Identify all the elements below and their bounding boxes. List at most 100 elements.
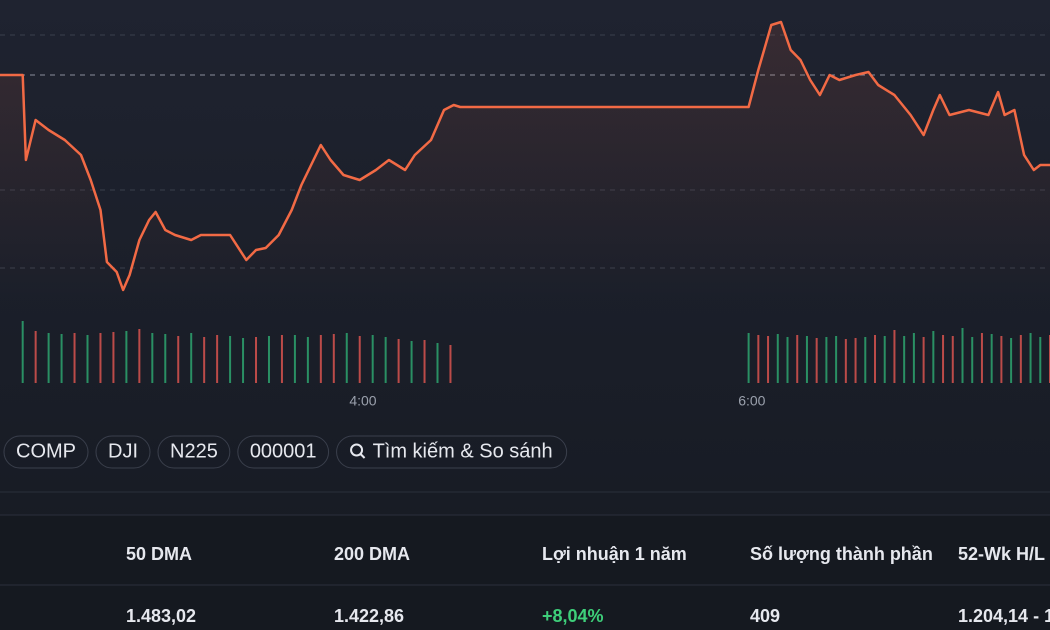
- volume-bar: [961, 328, 964, 383]
- volume-bar: [1000, 336, 1003, 383]
- search-icon[interactable]: [350, 443, 364, 457]
- x-tick-label: 6:00: [738, 393, 765, 409]
- volume-bar: [942, 335, 945, 383]
- volume-bar: [805, 336, 808, 383]
- column-header: Lợi nhuận 1 năm: [542, 544, 687, 564]
- volume-bar: [971, 337, 974, 383]
- volume-bar: [319, 335, 322, 383]
- volume-bar: [776, 334, 779, 383]
- volume-bar: [397, 339, 400, 383]
- tab-pill[interactable]: [3, 435, 89, 469]
- tab[interactable]: Tìm kiếm & So sánh: [336, 435, 568, 469]
- volume-bar: [1029, 333, 1032, 383]
- tab-label[interactable]: Tìm kiếm & So sánh: [373, 440, 553, 462]
- area: [0, 22, 1050, 300]
- volume-bar: [99, 333, 102, 383]
- volume-bar: [854, 338, 857, 383]
- volume-bar: [423, 340, 426, 383]
- volume-bar: [371, 335, 374, 383]
- chart: 4:00 6:00: [0, 20, 1050, 409]
- volume-bar: [436, 343, 439, 383]
- volume-bar: [190, 333, 193, 383]
- volume-bar: [1039, 337, 1042, 383]
- volume-bar: [874, 335, 876, 383]
- volume-bar: [34, 331, 37, 383]
- volume-bar: [747, 333, 750, 383]
- volume-bar: [138, 329, 141, 383]
- tab-pill[interactable]: [237, 435, 330, 469]
- tab-pill[interactable]: [157, 435, 231, 469]
- volume-bar: [125, 331, 128, 383]
- volume-bar: [358, 336, 361, 383]
- volume-bar: [951, 336, 954, 383]
- volume-bar: [306, 337, 309, 383]
- volume-bar: [21, 321, 24, 383]
- volume-bar: [893, 330, 896, 383]
- volume-bar: [932, 331, 935, 383]
- x-tick-label: 4:00: [349, 393, 376, 409]
- volume-bar: [864, 337, 867, 383]
- volume-bar: [796, 335, 799, 383]
- tab[interactable]: DJI: [95, 435, 151, 469]
- column-header: 52-Wk H/L: [958, 544, 1045, 564]
- tab[interactable]: N225: [157, 435, 231, 469]
- volume-bar: [767, 336, 770, 383]
- cell: 409: [750, 606, 780, 626]
- volume-bar: [332, 334, 335, 383]
- volume-bar: [60, 334, 63, 383]
- volume-bar: [216, 335, 219, 383]
- volume-bar: [255, 337, 258, 383]
- volume-bar: [922, 337, 925, 383]
- volume-bar: [449, 345, 452, 383]
- tab-label[interactable]: N225: [170, 440, 218, 462]
- volume-bar: [815, 338, 818, 383]
- volume-bar: [151, 333, 154, 383]
- volume-bar: [112, 332, 115, 383]
- cell: 1.483,02: [126, 606, 196, 626]
- tab[interactable]: 000001: [237, 435, 330, 469]
- volume-bar: [844, 339, 847, 383]
- volume-bar: [47, 333, 50, 383]
- volume-bar: [86, 335, 89, 383]
- volume-bar: [825, 337, 828, 383]
- column-header: 200 DMA: [334, 544, 410, 564]
- volume-bar: [410, 341, 413, 383]
- volume-bar: [912, 333, 915, 383]
- volume-bar: [903, 336, 906, 383]
- volume-bar: [883, 336, 886, 383]
- tab-label[interactable]: 000001: [250, 440, 317, 462]
- volume-bar: [1010, 338, 1013, 383]
- cell: +8,04%: [542, 606, 604, 626]
- volume-bar: [177, 336, 180, 383]
- stats-table: 50 DMA 200 DMA Lợi nhuận 1 năm Số lượng thà…: [126, 544, 1050, 626]
- tab-pill[interactable]: [336, 435, 568, 469]
- table-bg: [0, 515, 1050, 630]
- volume-bar: [835, 336, 838, 383]
- volume-bar: [293, 335, 296, 383]
- tab-label[interactable]: COMP: [16, 440, 76, 462]
- volume-bar: [990, 334, 993, 383]
- price-line: [0, 20, 1050, 292]
- volume-bar: [164, 334, 167, 383]
- volume-bar: [73, 333, 76, 383]
- volume-bar: [757, 335, 760, 383]
- column-header: Số lượng thành phần: [750, 544, 933, 564]
- cell: 1.422,86: [334, 606, 404, 626]
- volume-bar: [786, 337, 789, 383]
- volume-bar: [980, 333, 983, 383]
- volume-bar: [345, 333, 348, 383]
- volume-bar: [1019, 335, 1022, 383]
- volume-bar: [267, 336, 270, 383]
- volume-bar: [229, 336, 232, 383]
- volume-bar: [384, 337, 387, 383]
- volume-bar: [203, 337, 206, 383]
- tab-bar: COMP DJI N225 000001 Tìm kiếm & So sánh: [3, 435, 568, 469]
- cell: 1.204,14 - 1: [958, 606, 1050, 626]
- search-icon[interactable]: [359, 453, 366, 459]
- tab[interactable]: COMP: [3, 435, 89, 469]
- tab-pill[interactable]: [95, 435, 151, 469]
- tab-label[interactable]: DJI: [108, 440, 138, 462]
- column-header: 50 DMA: [126, 544, 192, 564]
